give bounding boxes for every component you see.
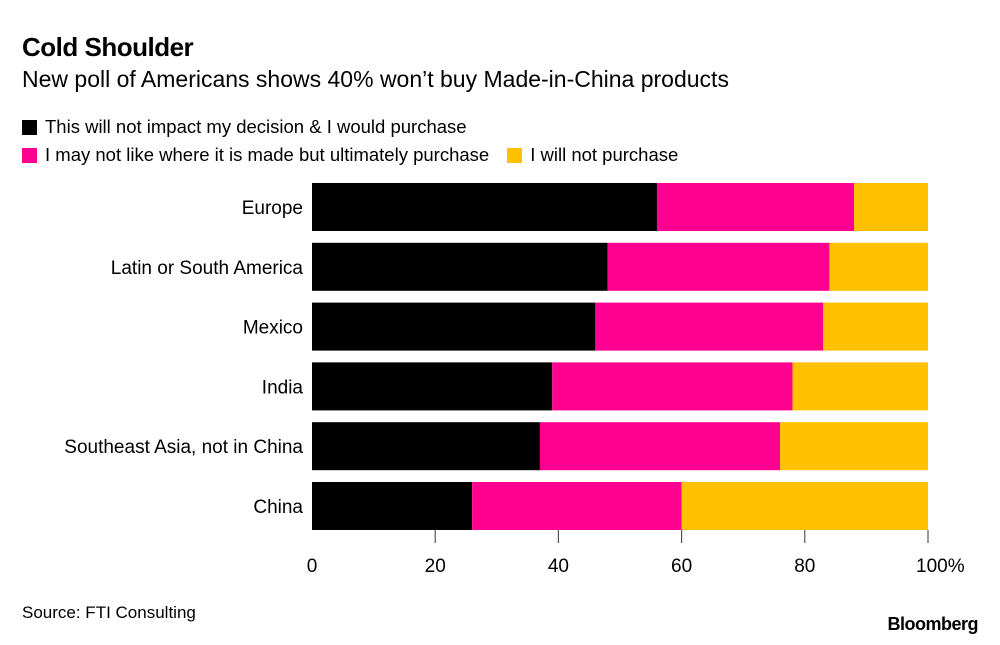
x-tick-label: 60 [671, 556, 692, 577]
bar-segment-0-1 [656, 183, 855, 231]
legend-item-would-purchase: This will not impact my decision & I wou… [22, 116, 467, 138]
legend-label-will-not-purchase: I will not purchase [530, 144, 679, 165]
legend-item-will-not-purchase: I will not purchase [507, 144, 678, 166]
bar-segment-5-2 [681, 482, 928, 530]
legend-row-1: This will not impact my decision & I wou… [22, 116, 485, 138]
bar-segment-1-1 [607, 242, 830, 291]
x-tick-label: 40 [548, 556, 569, 577]
legend-swatch-would-purchase [22, 119, 37, 135]
bar-segment-2-1 [595, 302, 824, 351]
bar-segment-5-0 [312, 482, 473, 530]
brand-logo: Bloomberg [887, 614, 978, 634]
legend-row-2: I may not like where it is made but ulti… [22, 144, 696, 166]
bar-segment-3-1 [552, 362, 793, 411]
chart-subtitle: New poll of Americans shows 40% won’t bu… [22, 66, 729, 92]
legend-label-ultimately-purchase: I may not like where it is made but ulti… [45, 144, 490, 165]
legend-label-would-purchase: This will not impact my decision & I wou… [45, 116, 467, 137]
category-label: Mexico [243, 318, 303, 339]
legend-swatch-ultimately-purchase [22, 147, 37, 163]
legend-swatch-will-not-purchase [507, 147, 523, 163]
category-label: Southeast Asia, not in China [64, 437, 303, 458]
category-label: Europe [242, 198, 303, 219]
bar-segment-4-1 [539, 422, 781, 471]
category-label: China [253, 497, 303, 518]
x-tick-label: 100% [916, 556, 965, 577]
x-tick-label: 20 [425, 556, 446, 577]
bar-segment-2-0 [312, 302, 596, 351]
legend-item-ultimately-purchase: I may not like where it is made but ulti… [22, 144, 489, 166]
bar-segment-3-0 [312, 362, 553, 411]
category-label: India [262, 377, 304, 398]
bar-segment-4-0 [312, 422, 540, 471]
source-note: Source: FTI Consulting [22, 603, 196, 622]
category-label: Latin or South America [111, 258, 304, 279]
bar-segment-1-2 [829, 242, 928, 291]
bar-segment-0-0 [312, 183, 657, 231]
x-tick-label: 80 [794, 556, 815, 577]
bar-segment-4-2 [780, 422, 928, 471]
bar-segment-0-2 [854, 183, 928, 231]
x-tick-label: 0 [307, 556, 318, 577]
bar-segment-1-0 [312, 242, 608, 291]
bar-segment-5-1 [472, 482, 682, 530]
chart-title: Cold Shoulder [22, 32, 194, 62]
bar-segment-3-2 [792, 362, 928, 411]
bar-segment-2-2 [823, 302, 928, 351]
